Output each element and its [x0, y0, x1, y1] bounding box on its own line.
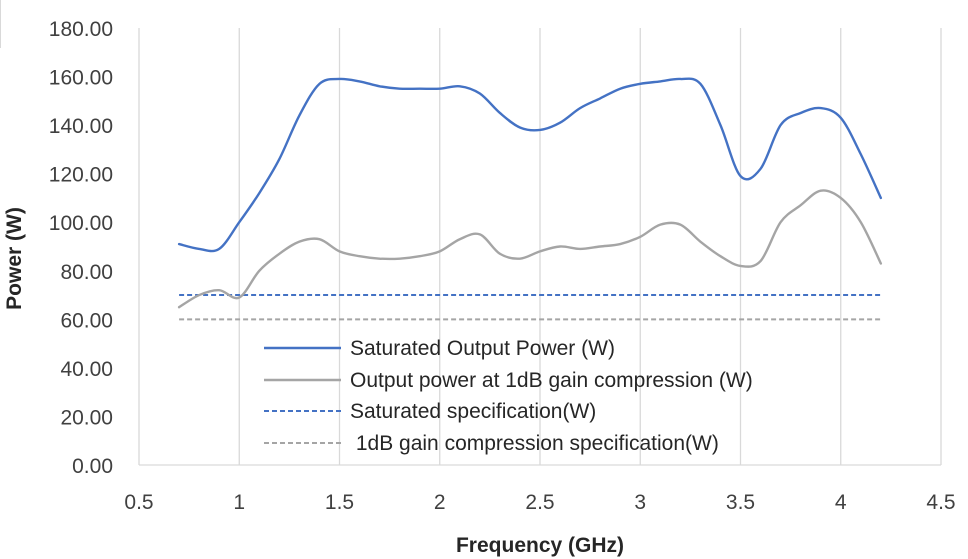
axes: 0.5 1 1.5 2 2.5 3 3.5 4 4.5 0.00 20.00 40.00 60.00 80…: [49, 18, 956, 514]
y-tick-label: 40.00: [60, 358, 113, 381]
y-tick-label: 80.00: [60, 261, 113, 284]
y-tick-label: 160.00: [49, 67, 113, 90]
x-tick-label: 3: [634, 491, 646, 514]
legend-label-1: Output power at 1dB gain compression (W): [350, 369, 753, 392]
series-layer: [177, 77, 883, 321]
x-tick-label: 0.5: [124, 491, 153, 514]
legend-label-2: Saturated specification(W): [350, 400, 596, 423]
y-tick-label: 20.00: [60, 406, 113, 429]
y-tick-label: 180.00: [49, 18, 113, 41]
series-line-0: [177, 77, 883, 253]
grid: [138, 28, 942, 465]
x-tick-label: 4.5: [926, 491, 955, 514]
x-tick-label: 2: [434, 491, 446, 514]
x-tick-label: 1: [233, 491, 245, 514]
legend-label-0: Saturated Output Power (W): [350, 337, 615, 360]
y-tick-label: 60.00: [60, 309, 113, 332]
legend-label-3: 1dB gain compression specification(W): [350, 432, 719, 455]
x-tick-label: 3.5: [726, 491, 755, 514]
y-tick-label: 100.00: [49, 212, 113, 235]
x-axis-title: Frequency (GHz): [456, 534, 624, 557]
y-axis-title: Power (W): [3, 207, 26, 310]
y-tick-label: 140.00: [49, 115, 113, 138]
x-tick-label: 1.5: [325, 491, 354, 514]
series-line-1: [177, 189, 883, 309]
y-tick-label: 0.00: [72, 455, 113, 478]
x-tick-label: 2.5: [525, 491, 554, 514]
y-tick-label: 120.00: [49, 164, 113, 187]
legend: Saturated Output Power (W) Output power a…: [264, 337, 753, 455]
x-tick-label: 4: [835, 491, 847, 514]
